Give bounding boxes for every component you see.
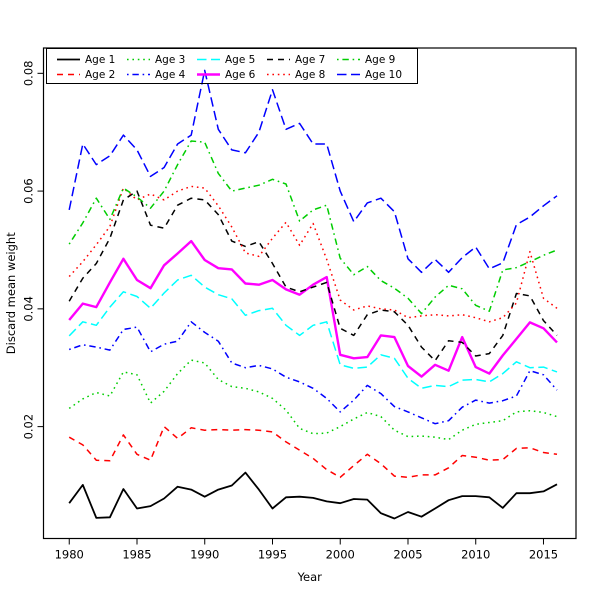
y-axis-title: Discard mean weight (4, 232, 18, 354)
legend-label-age-7: Age 7 (295, 54, 325, 66)
series-line-age-1 (68, 471, 558, 520)
series-line-age-9 (68, 140, 558, 315)
series-line-age-2 (68, 425, 558, 479)
x-tick-label: 1990 (190, 548, 219, 562)
series-line-age-8 (68, 185, 558, 323)
legend-label-age-3: Age 3 (155, 54, 185, 66)
legend-label-age-5: Age 5 (225, 54, 255, 66)
x-axis-title: Year (297, 570, 323, 584)
series-line-age-7 (68, 190, 558, 362)
legend-label-age-2: Age 2 (85, 69, 115, 81)
legend-label-age-6: Age 6 (225, 69, 256, 81)
x-tick-label: 1980 (55, 548, 84, 562)
series-line-age-4 (68, 321, 558, 425)
x-tick-label: 2005 (393, 548, 422, 562)
y-tick-label: 0.02 (22, 414, 36, 440)
series-line-age-5 (68, 274, 558, 390)
legend-box (46, 48, 418, 84)
y-tick-label: 0.06 (22, 178, 36, 204)
y-tick-label: 0.04 (22, 296, 36, 322)
legend-label-age-1: Age 1 (85, 54, 115, 66)
x-tick-label: 1995 (258, 548, 287, 562)
x-tick-label: 2000 (326, 548, 355, 562)
y-tick-label: 0.08 (22, 61, 36, 87)
series-line-age-6 (68, 239, 558, 378)
x-tick-label: 1985 (122, 548, 151, 562)
legend-label-age-9: Age 9 (365, 54, 395, 66)
x-tick-label: 2010 (461, 548, 490, 562)
legend-label-age-8: Age 8 (295, 69, 325, 81)
series-line-age-10 (68, 69, 558, 274)
legend-label-age-10: Age 10 (365, 69, 402, 81)
legend-label-age-4: Age 4 (155, 69, 186, 81)
x-tick-label: 2015 (529, 548, 558, 562)
